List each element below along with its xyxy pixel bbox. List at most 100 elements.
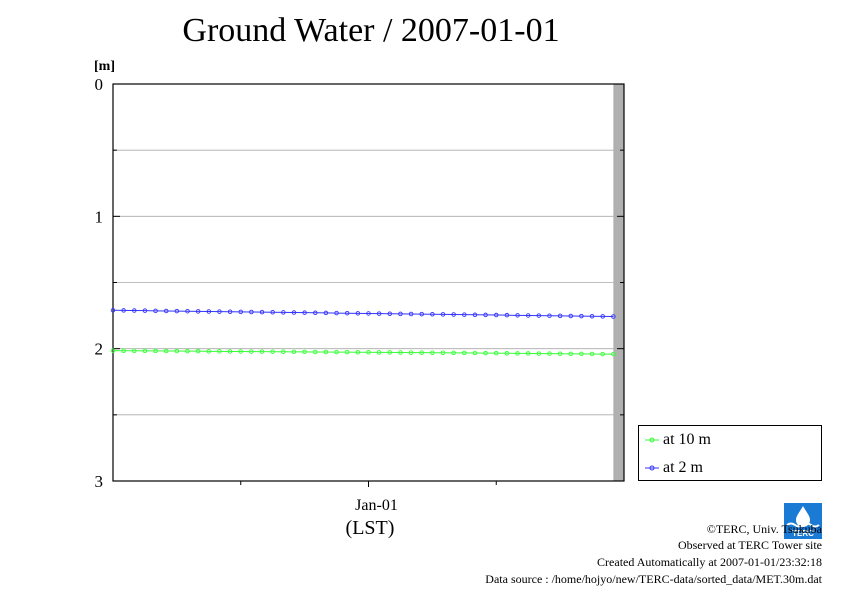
data-point (408, 350, 414, 355)
legend-label-10m: at 10 m (663, 431, 711, 448)
data-point (313, 310, 318, 316)
data-point (568, 313, 574, 319)
data-point (110, 308, 116, 313)
data-point (121, 348, 126, 354)
data-point (579, 351, 584, 357)
data-point (270, 310, 275, 315)
data-point (227, 309, 233, 314)
data-point (227, 349, 233, 354)
data-point (462, 350, 467, 356)
data-point (504, 312, 510, 318)
data-point (291, 310, 297, 315)
data-point (451, 312, 456, 317)
series-line-0 (112, 350, 614, 355)
missing-data-shade (613, 84, 624, 481)
data-point (579, 313, 584, 319)
data-point (334, 310, 339, 316)
x-tick-label: Jan-01 (355, 497, 398, 514)
data-point (589, 313, 595, 319)
y-tick-label: 3 (95, 472, 104, 491)
data-point (195, 309, 201, 314)
data-point (291, 349, 297, 355)
data-point (536, 313, 542, 318)
data-point (600, 351, 605, 357)
data-point (313, 349, 318, 355)
y-axis-label: [m] (94, 59, 115, 74)
data-point (142, 308, 148, 313)
data-point (611, 351, 616, 357)
credit-created: Created Automatically at 2007-01-01/23:3… (597, 555, 822, 569)
legend-item-10m: at 10 m (645, 430, 711, 450)
data-point (440, 350, 446, 356)
data-point (249, 349, 254, 354)
data-point (462, 312, 467, 317)
legend-marker-10m (645, 437, 659, 443)
data-point (430, 312, 435, 317)
y-tick-label: 2 (95, 340, 104, 359)
data-point (494, 312, 499, 318)
data-point (557, 313, 563, 319)
data-point (472, 312, 478, 318)
data-point (323, 349, 329, 355)
data-point (323, 310, 329, 316)
data-point (547, 351, 552, 356)
data-point (494, 350, 499, 356)
legend-item-2m: at 2 m (645, 458, 703, 478)
data-point (153, 348, 158, 354)
chart-title: Ground Water / 2007-01-01 (182, 12, 560, 49)
data-point (206, 349, 212, 354)
data-point (142, 348, 148, 354)
data-point (547, 313, 552, 318)
data-point (472, 350, 478, 356)
data-point (238, 349, 243, 354)
legend: at 10 m at 2 m (638, 425, 822, 481)
data-point (281, 310, 286, 315)
svg-text:TERC: TERC (792, 529, 814, 538)
legend-label-2m: at 2 m (663, 459, 703, 476)
data-point (483, 312, 488, 318)
data-point (195, 348, 201, 354)
data-point (110, 348, 116, 353)
data-point (568, 351, 574, 357)
data-point (132, 308, 137, 313)
data-point (270, 349, 275, 354)
data-point (398, 311, 403, 317)
data-point (249, 309, 254, 315)
data-point (153, 308, 158, 314)
data-point (238, 309, 243, 315)
data-point (600, 314, 605, 319)
data-point (344, 349, 350, 355)
data-point (504, 351, 510, 356)
data-point (376, 311, 382, 316)
data-point (483, 350, 488, 356)
terc-logo-icon: TERC (784, 503, 822, 539)
y-tick-label: 0 (95, 75, 104, 94)
data-point (163, 348, 169, 354)
data-point (589, 351, 595, 357)
data-point (419, 311, 424, 317)
data-point (536, 351, 542, 356)
data-point (419, 350, 424, 355)
data-point (525, 313, 531, 318)
data-point (259, 349, 265, 354)
data-point (408, 311, 414, 317)
data-point (185, 308, 190, 314)
data-point (185, 348, 190, 354)
legend-marker-2m (645, 465, 659, 471)
data-point (366, 311, 371, 316)
data-point (440, 312, 446, 317)
data-point (515, 351, 520, 356)
data-point (217, 349, 222, 354)
data-point (355, 349, 361, 355)
gridlines (113, 149, 624, 416)
data-point (206, 309, 212, 314)
data-point (334, 349, 339, 355)
series-layer (110, 308, 616, 357)
credit-observed: Observed at TERC Tower site (677, 538, 822, 552)
data-point (515, 313, 520, 318)
data-point (398, 350, 403, 355)
data-point (387, 311, 393, 316)
data-point (525, 351, 531, 356)
data-point (163, 308, 169, 314)
